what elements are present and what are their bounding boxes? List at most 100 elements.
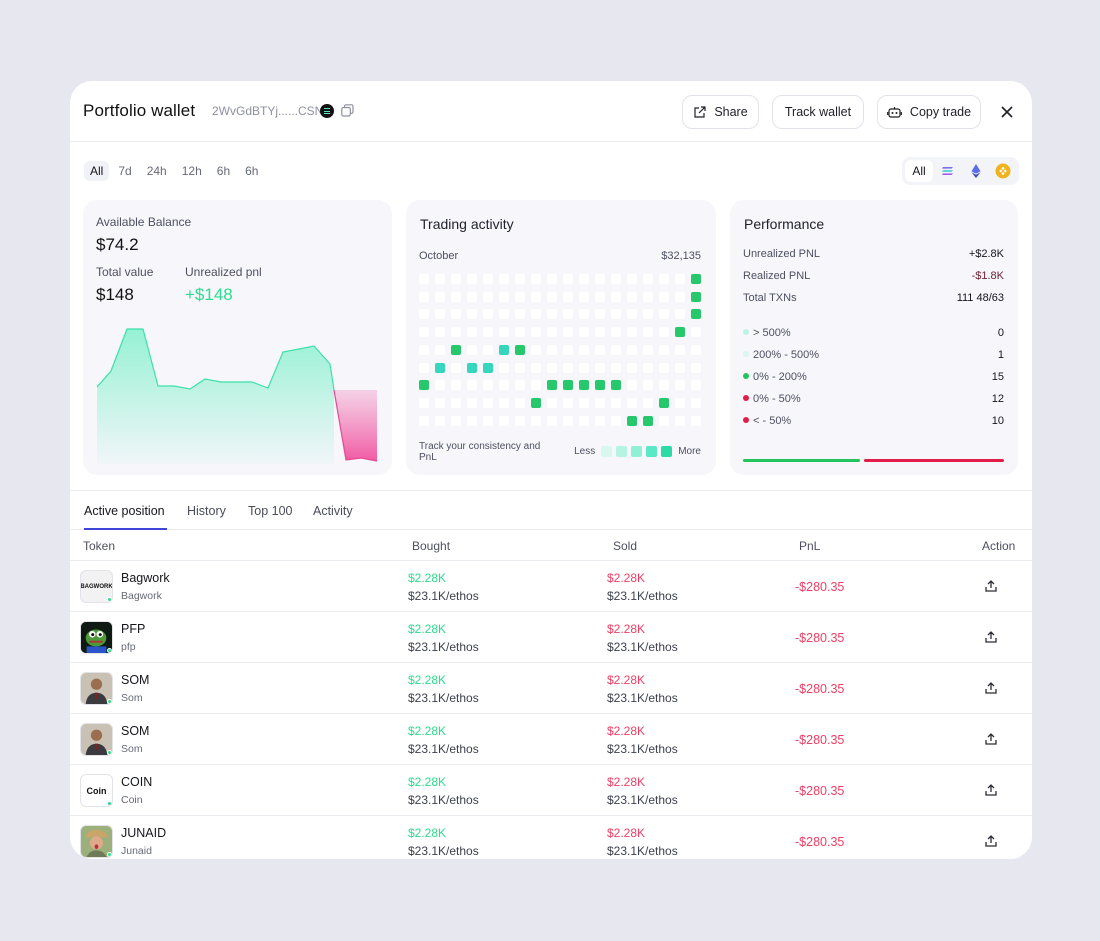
activity-cell bbox=[531, 327, 541, 338]
activity-cell bbox=[627, 415, 637, 426]
activity-cell bbox=[611, 397, 621, 408]
modal-header: Portfolio wallet 2WvGdBTYj......CSN Shar… bbox=[70, 81, 1032, 142]
share-action-icon[interactable] bbox=[984, 732, 998, 746]
trading-activity-title: Trading activity bbox=[420, 216, 514, 232]
token-symbol: Som bbox=[121, 743, 143, 755]
activity-cell bbox=[563, 291, 573, 302]
time-filter-24h[interactable]: 24h bbox=[146, 164, 167, 178]
solana-icon bbox=[320, 104, 334, 118]
legend-less: Less bbox=[574, 446, 596, 457]
ethereum-icon[interactable] bbox=[968, 163, 984, 179]
time-filter-12h[interactable]: 12h bbox=[181, 164, 202, 178]
activity-cell bbox=[531, 397, 541, 408]
legend-swatch bbox=[646, 446, 658, 457]
table-row[interactable]: SOM Som $2.28K $23.1K/ethos $2.28K $23.1… bbox=[70, 663, 1032, 714]
activity-cell bbox=[611, 415, 621, 426]
activity-cell bbox=[467, 291, 477, 302]
tab-activity[interactable]: Activity bbox=[313, 504, 353, 518]
activity-cell bbox=[643, 344, 653, 355]
share-button[interactable]: Share bbox=[682, 95, 759, 129]
table-row[interactable]: SOM Som $2.28K $23.1K/ethos $2.28K $23.1… bbox=[70, 714, 1032, 765]
pnl-value: -$280.35 bbox=[795, 733, 845, 747]
pnl-value: -$280.35 bbox=[795, 631, 845, 645]
activity-cell bbox=[579, 397, 589, 408]
range-count: 10 bbox=[991, 415, 1004, 427]
activity-cell bbox=[547, 291, 557, 302]
activity-cell bbox=[691, 415, 701, 426]
activity-legend: Less More bbox=[574, 446, 701, 457]
solana-icon[interactable] bbox=[940, 163, 956, 179]
share-action-icon[interactable] bbox=[984, 630, 998, 644]
copy-trade-label: Copy trade bbox=[909, 105, 972, 119]
activity-cell bbox=[435, 309, 445, 320]
legend-swatch bbox=[601, 446, 613, 457]
activity-cell bbox=[483, 397, 493, 408]
activity-cell bbox=[499, 362, 509, 373]
share-action-icon[interactable] bbox=[984, 681, 998, 695]
perf-value: 111 48/63 bbox=[956, 292, 1004, 304]
table-row[interactable]: PFP pfp $2.28K $23.1K/ethos $2.28K $23.1… bbox=[70, 612, 1032, 663]
share-icon bbox=[694, 105, 706, 118]
tab-active-position[interactable]: Active position bbox=[84, 504, 165, 518]
time-filter-6h[interactable]: 6h bbox=[216, 164, 231, 178]
activity-cell bbox=[531, 344, 541, 355]
activity-cell bbox=[579, 344, 589, 355]
balance-chart bbox=[96, 328, 378, 464]
table-row[interactable]: JUNAID Junaid $2.28K $23.1K/ethos $2.28K… bbox=[70, 816, 1032, 859]
activity-cell bbox=[515, 309, 525, 320]
range-row: 200% - 500% 1 bbox=[743, 349, 1004, 361]
activity-cell bbox=[579, 327, 589, 338]
range-row: < - 50% 10 bbox=[743, 415, 1004, 427]
token-avatar bbox=[80, 723, 113, 756]
activity-cell bbox=[627, 380, 637, 391]
tab-top-100[interactable]: Top 100 bbox=[248, 504, 293, 518]
pnl-value: -$280.35 bbox=[795, 835, 845, 849]
range-dot bbox=[743, 329, 749, 335]
activity-cell bbox=[643, 327, 653, 338]
activity-cell bbox=[611, 327, 621, 338]
activity-cell bbox=[467, 380, 477, 391]
activity-cell bbox=[675, 397, 685, 408]
activity-cell bbox=[611, 309, 621, 320]
table-row[interactable]: BAGWORK Bagwork Bagwork $2.28K $23.1K/et… bbox=[70, 561, 1032, 612]
activity-cell bbox=[595, 309, 605, 320]
person-image bbox=[81, 673, 112, 704]
time-filter-all[interactable]: All bbox=[84, 161, 110, 181]
table-row[interactable]: Coin COIN Coin $2.28K $23.1K/ethos $2.28… bbox=[70, 765, 1032, 816]
activity-cell bbox=[515, 380, 525, 391]
chain-filter-all[interactable]: All bbox=[905, 160, 933, 182]
activity-cell bbox=[643, 362, 653, 373]
track-wallet-button[interactable]: Track wallet bbox=[772, 95, 864, 129]
activity-cell bbox=[691, 362, 701, 373]
bought-usd: $2.28K bbox=[408, 775, 447, 789]
token-symbol: Junaid bbox=[121, 845, 152, 857]
time-filter-7d[interactable]: 7d bbox=[118, 164, 132, 178]
activity-cell bbox=[675, 327, 685, 338]
activity-cell bbox=[627, 309, 637, 320]
activity-cell bbox=[691, 327, 701, 338]
activity-cell bbox=[563, 415, 573, 426]
share-action-icon[interactable] bbox=[984, 579, 998, 593]
close-icon[interactable] bbox=[998, 103, 1016, 121]
legend-more: More bbox=[678, 446, 701, 457]
share-action-icon[interactable] bbox=[984, 783, 998, 797]
copy-trade-button[interactable]: Copy trade bbox=[877, 95, 981, 129]
activity-cell bbox=[483, 344, 493, 355]
copy-icon[interactable] bbox=[341, 104, 354, 117]
share-action-icon[interactable] bbox=[984, 834, 998, 848]
time-filter-6h-b[interactable]: 6h bbox=[245, 164, 259, 178]
bnb-icon[interactable] bbox=[995, 163, 1011, 179]
tab-history[interactable]: History bbox=[187, 504, 226, 518]
activity-cell bbox=[515, 327, 525, 338]
bought-usd: $2.28K bbox=[408, 673, 447, 687]
robot-icon bbox=[887, 106, 902, 118]
pnl-value: -$280.35 bbox=[795, 784, 845, 798]
activity-cell bbox=[467, 327, 477, 338]
activity-cell bbox=[483, 327, 493, 338]
activity-cell bbox=[627, 397, 637, 408]
page-title: Portfolio wallet bbox=[83, 101, 196, 120]
activity-cell bbox=[643, 291, 653, 302]
activity-cell bbox=[643, 309, 653, 320]
activity-cell bbox=[483, 309, 493, 320]
perf-label: Total TXNs bbox=[743, 292, 797, 304]
